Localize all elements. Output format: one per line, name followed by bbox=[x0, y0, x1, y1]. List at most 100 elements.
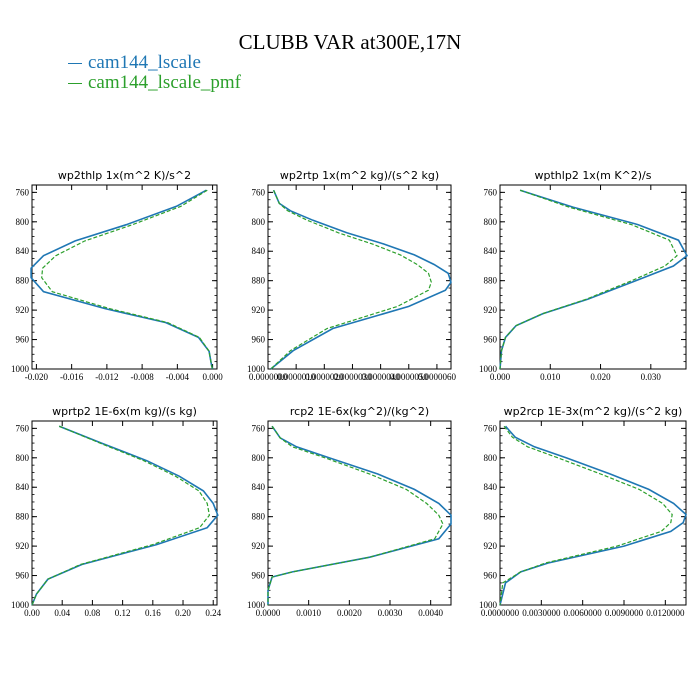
panel-2-x-tick-label: 0.0000030 bbox=[333, 372, 372, 382]
panel-2-title: wp2rtp 1x(m^2 kg)/(s^2 kg) bbox=[280, 169, 439, 182]
panel-2-y-tick-label: 760 bbox=[252, 187, 266, 197]
panel-4-x-tick-label: 0.08 bbox=[85, 608, 101, 618]
panel-3-y-tick-label: 760 bbox=[484, 187, 498, 197]
panel-2-frame bbox=[267, 184, 452, 370]
panel-2-y-tick-label: 800 bbox=[252, 217, 266, 227]
panel-2-y-tick-label: 1000 bbox=[247, 364, 266, 374]
panel-1-y-tick-label: 800 bbox=[16, 217, 30, 227]
panel-1-x-tick-label: -0.008 bbox=[130, 372, 154, 382]
panel-5-series-lscale-pmf-line bbox=[267, 425, 444, 605]
panel-1-x-tick-label: 0.000 bbox=[202, 372, 223, 382]
panel-6-frame bbox=[499, 420, 687, 606]
panel-3-y-tick-label: 800 bbox=[484, 217, 498, 227]
panel-5-x-tick-label: 0.0020 bbox=[337, 608, 362, 618]
panel-1-y-tick-label: 1000 bbox=[11, 364, 30, 374]
panel-4-x-tick-label: 0.12 bbox=[115, 608, 131, 618]
panel-1-x-tick-label: -0.012 bbox=[95, 372, 118, 382]
panel-5-y-tick-label: 960 bbox=[252, 571, 266, 581]
panel-1-x-tick-label: -0.016 bbox=[60, 372, 84, 382]
panel-1-y-tick-label: 760 bbox=[16, 187, 30, 197]
panel-6-y-tick-label: 800 bbox=[484, 453, 498, 463]
legend-swatch-lscale bbox=[68, 63, 82, 65]
panel-1-series-lscale-pmf-line bbox=[41, 189, 214, 370]
panel-5-y-tick-label: 1000 bbox=[247, 600, 266, 610]
panel-2-x-tick-label: 0.0000020 bbox=[305, 372, 344, 382]
panel-2-x-tick-label: 0.0000050 bbox=[390, 372, 429, 382]
panel-1-y-tick-label: 960 bbox=[16, 335, 30, 345]
panel-4-y-tick-label: 1000 bbox=[11, 600, 30, 610]
panel-3-series-lscale-pmf-line bbox=[499, 189, 678, 370]
panel-6-series-lscale-pmf-line bbox=[499, 425, 673, 606]
panel-5-series-lscale-line bbox=[267, 425, 452, 605]
panel-6-y-tick-label: 920 bbox=[484, 541, 498, 551]
panel-6-x-tick-label: 0.0120000 bbox=[646, 608, 685, 618]
panel-2-x-tick-label: 0.0000060 bbox=[418, 372, 457, 382]
panel-5-x-tick-label: 0.0010 bbox=[296, 608, 321, 618]
panel-3-x-tick-label: 0.030 bbox=[641, 372, 662, 382]
panel-1-frame bbox=[31, 184, 218, 370]
panel-2-x-tick-label: 0.0000010 bbox=[277, 372, 316, 382]
panel-5-y-tick-label: 800 bbox=[252, 453, 266, 463]
panel-3-frame bbox=[499, 184, 687, 370]
panel-6-title: wp2rcp 1E-3x(m^2 kg)/(s^2 kg) bbox=[504, 405, 683, 418]
panel-6-y-tick-label: 960 bbox=[484, 571, 498, 581]
panel-5-x-tick-label: 0.0030 bbox=[378, 608, 403, 618]
panel-4-y-tick-label: 800 bbox=[16, 453, 30, 463]
panel-6-x-tick-label: 0.0060000 bbox=[564, 608, 603, 618]
panel-3-y-tick-label: 920 bbox=[484, 305, 498, 315]
panel-3-y-tick-label: 1000 bbox=[479, 364, 498, 374]
panel-3-x-tick-label: 0.010 bbox=[540, 372, 561, 382]
panel-5-y-tick-label: 920 bbox=[252, 541, 266, 551]
panel-3-x-tick-label: 0.000 bbox=[490, 372, 511, 382]
panel-4-y-tick-label: 880 bbox=[16, 512, 30, 522]
panel-1-y-tick-label: 880 bbox=[16, 276, 30, 286]
panel-5-y-tick-label: 760 bbox=[252, 423, 266, 433]
panel-6-x-tick-label: 0.0090000 bbox=[605, 608, 644, 618]
panel-6-x-tick-label: 0.0030000 bbox=[522, 608, 561, 618]
panel-3-series-lscale-line bbox=[499, 189, 689, 370]
panel-5-x-tick-label: 0.0000 bbox=[256, 608, 281, 618]
panel-2-y-tick-label: 840 bbox=[252, 246, 266, 256]
legend-swatch-lscale-pmf bbox=[68, 83, 82, 85]
panel-4-y-tick-label: 840 bbox=[16, 482, 30, 492]
panel-3-y-tick-label: 880 bbox=[484, 276, 498, 286]
panel-5-y-tick-label: 880 bbox=[252, 512, 266, 522]
panel-3-title: wpthlp2 1x(m K^2)/s bbox=[535, 169, 652, 182]
panel-4-x-tick-label: 0.20 bbox=[175, 608, 191, 618]
legend-label-lscale: cam144_lscale bbox=[88, 52, 201, 73]
panel-3-y-tick-label: 960 bbox=[484, 335, 498, 345]
panel-6-y-tick-label: 760 bbox=[484, 423, 498, 433]
panel-2-y-tick-label: 960 bbox=[252, 335, 266, 345]
panel-3-x-tick-label: 0.020 bbox=[590, 372, 611, 382]
panel-4-x-tick-label: 0.16 bbox=[145, 608, 161, 618]
panel-1-series-lscale-line bbox=[30, 189, 214, 370]
panel-6-y-tick-label: 840 bbox=[484, 482, 498, 492]
legend-entry-lscale-pmf: cam144_lscale_pmf bbox=[68, 73, 241, 93]
panel-6-y-tick-label: 1000 bbox=[479, 600, 498, 610]
panel-1-y-tick-label: 920 bbox=[16, 305, 30, 315]
panel-4-y-tick-label: 760 bbox=[16, 423, 30, 433]
panel-4-x-tick-label: 0.00 bbox=[24, 608, 40, 618]
panel-2-y-tick-label: 920 bbox=[252, 305, 266, 315]
panel-2-y-tick-label: 880 bbox=[252, 276, 266, 286]
panel-1-y-tick-label: 840 bbox=[16, 246, 30, 256]
panel-1-x-tick-label: -0.004 bbox=[166, 372, 190, 382]
panel-4-x-tick-label: 0.04 bbox=[54, 608, 70, 618]
panel-2-series-lscale-pmf-line bbox=[270, 189, 432, 370]
panel-4-frame bbox=[31, 420, 218, 606]
panel-1-x-tick-label: -0.020 bbox=[25, 372, 49, 382]
panel-4-series-lscale-line bbox=[31, 425, 219, 606]
panel-4-title: wprtp2 1E-6x(m kg)/(s kg) bbox=[52, 405, 197, 418]
panel-5-title: rcp2 1E-6x(kg^2)/(kg^2) bbox=[290, 405, 429, 418]
panel-5-x-tick-label: 0.0040 bbox=[418, 608, 443, 618]
figure-title: CLUBB VAR at300E,17N bbox=[238, 30, 462, 54]
panel-1-title: wp2thlp 1x(m^2 K)/s^2 bbox=[58, 169, 191, 182]
panel-6-x-tick-label: 0.0000000 bbox=[481, 608, 520, 618]
panel-2-x-tick-label: 0.0000000 bbox=[249, 372, 288, 382]
panel-4-y-tick-label: 920 bbox=[16, 541, 30, 551]
legend-label-lscale-pmf: cam144_lscale_pmf bbox=[88, 72, 242, 93]
panel-6-y-tick-label: 880 bbox=[484, 512, 498, 522]
panel-4-x-tick-label: 0.24 bbox=[205, 608, 221, 618]
